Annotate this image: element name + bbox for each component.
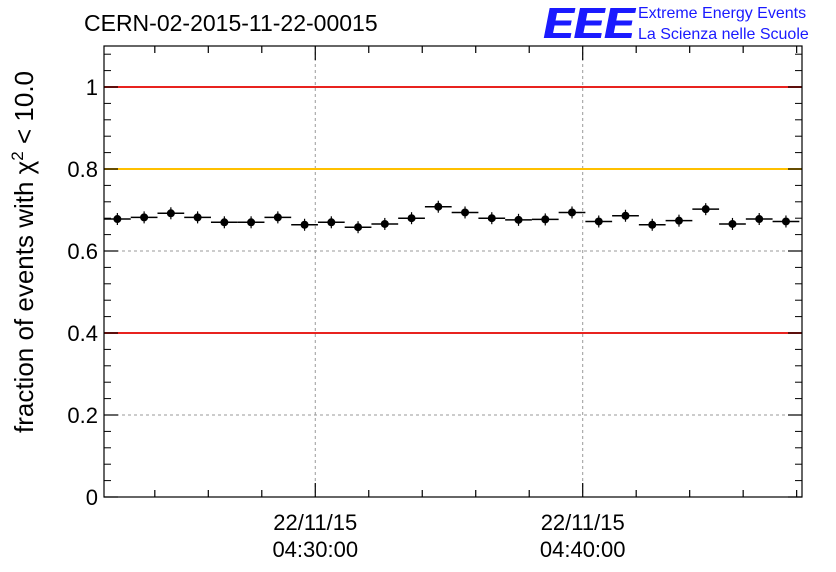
y-axis-label-sup: 2 <box>8 151 27 160</box>
data-point <box>434 202 443 211</box>
data-point <box>755 215 764 224</box>
grid-lines <box>104 46 802 497</box>
data-point <box>327 218 336 227</box>
y-axis-label: fraction of events with χ2 < 10.0 <box>8 71 39 433</box>
data-points <box>104 200 800 234</box>
data-point <box>781 217 790 226</box>
data-point <box>541 215 550 224</box>
logo-mark: EEE <box>544 0 636 48</box>
x-tick-label-date-0: 22/11/15 <box>273 510 357 535</box>
data-point <box>674 216 683 225</box>
data-point <box>487 214 496 223</box>
data-point <box>728 219 737 228</box>
data-point <box>166 209 175 218</box>
data-point <box>300 220 309 229</box>
data-point <box>621 211 630 220</box>
logo-text-line2: La Scienza nelle Scuole <box>638 26 809 43</box>
x-tick-label-time-1: 04:40:00 <box>540 537 626 562</box>
data-point <box>354 223 363 232</box>
data-point <box>568 208 577 217</box>
data-point <box>380 219 389 228</box>
logo-text-line1: Extreme Energy Events <box>638 5 807 22</box>
data-point <box>514 215 523 224</box>
y-tick-label-0: 0 <box>86 485 98 510</box>
plot-frame <box>103 45 803 498</box>
x-tick-label-time-0: 04:30:00 <box>272 537 358 562</box>
y-tick-label-2: 0.4 <box>67 321 98 346</box>
y-axis-label-main: fraction of events with χ <box>9 160 39 433</box>
data-point <box>273 213 282 222</box>
data-point <box>113 215 122 224</box>
data-point <box>701 205 710 214</box>
data-point <box>193 213 202 222</box>
y-axis: 0 0.2 0.4 0.6 0.8 1 <box>67 53 802 510</box>
y-tick-label-3: 0.6 <box>67 239 98 264</box>
data-point <box>247 218 256 227</box>
y-tick-label-5: 1 <box>86 75 98 100</box>
data-point <box>461 208 470 217</box>
y-tick-label-1: 0.2 <box>67 403 98 428</box>
chart-title: CERN-02-2015-11-22-00015 <box>84 10 378 36</box>
reference-lines <box>104 86 802 334</box>
data-point <box>648 220 657 229</box>
data-point <box>220 218 229 227</box>
x-tick-label-date-1: 22/11/15 <box>541 510 625 535</box>
data-point <box>407 214 416 223</box>
y-tick-label-4: 0.8 <box>67 157 98 182</box>
y-axis-label-tail: < 10.0 <box>9 71 39 151</box>
data-point <box>594 217 603 226</box>
data-point <box>140 213 149 222</box>
